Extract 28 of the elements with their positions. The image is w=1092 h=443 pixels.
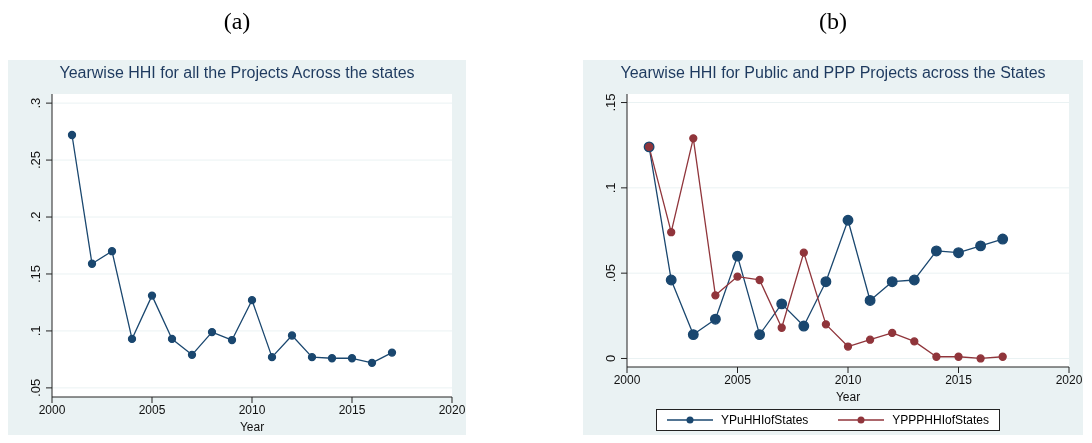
x-tick-label: 2000 [613,372,641,387]
y-tick-label: .05 [603,264,618,283]
x-tick-label: 2015 [945,372,973,387]
x-tick-label: 2010 [834,372,862,387]
y-tick-label: .1 [28,325,43,337]
legend-label: YPuHHIofStates [720,413,809,427]
y-tick-label: .2 [28,211,43,223]
chart-title: Yearwise HHI for Public and PPP Projects across the States [619,64,1047,83]
text: (b) [818,8,848,35]
x-axis-title: Year [239,420,265,434]
y-tick-label: .15 [28,264,43,284]
y-tick-label: .15 [603,93,618,112]
x-tick-label: 2005 [724,372,752,387]
legend-label: YPPPHHIofStates [892,413,990,427]
x-tick-label: 2020 [438,402,466,417]
x-axis-title: Year [835,390,861,404]
x-tick-label: 2015 [338,402,366,417]
y-tick-label: 0 [603,354,618,363]
y-tick-label: .1 [603,182,618,194]
x-tick-label: 2020 [1055,372,1083,387]
x-tick-label: 2005 [138,402,166,417]
y-tick-label: .25 [28,151,43,170]
y-tick-label: .05 [28,378,43,397]
x-tick-label: 2010 [238,402,266,417]
text: (a) [222,8,252,35]
x-tick-label: 2000 [38,402,66,417]
chart-title: Yearwise HHI for all the Projects Across the states [58,64,416,83]
y-tick-label: .3 [28,97,43,109]
